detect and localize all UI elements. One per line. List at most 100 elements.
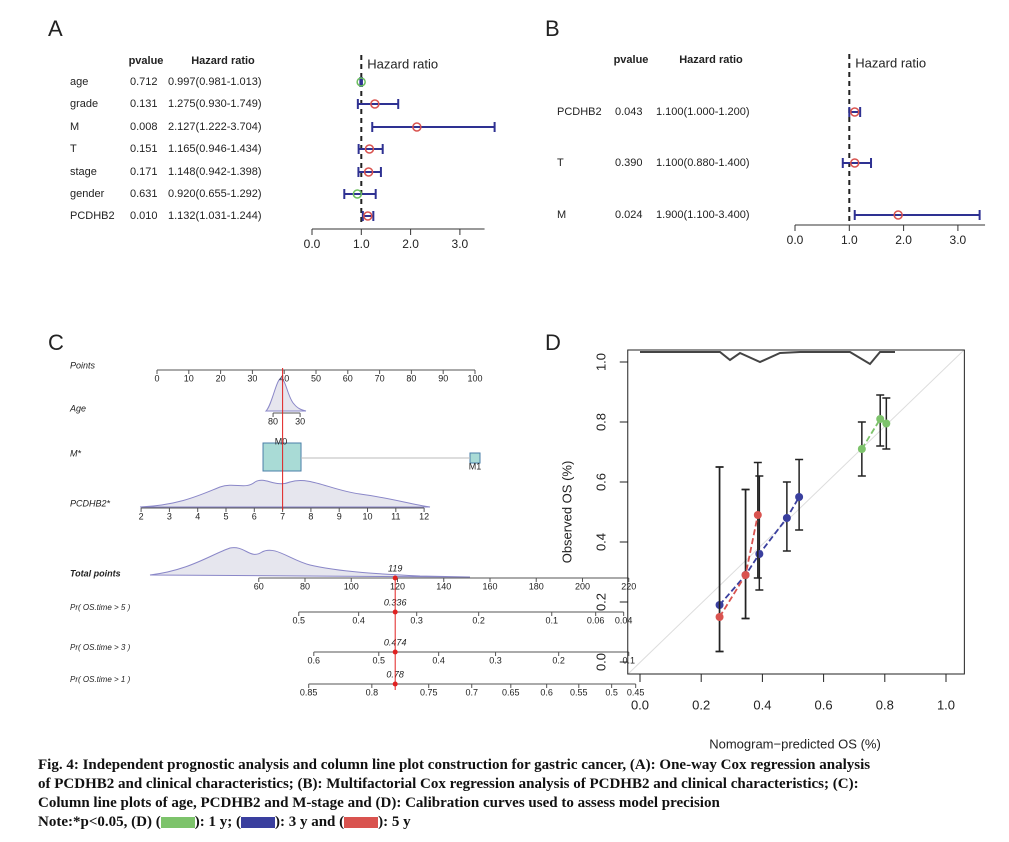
- scale-tick-label: 50: [311, 373, 321, 383]
- scale-name: M*: [70, 448, 81, 458]
- scale-tick-label: 120: [390, 581, 405, 591]
- scale-tick-label: M1: [469, 461, 482, 471]
- hazard-text: 0.997(0.981-1.013): [168, 76, 262, 88]
- hazard-text: 1.100(0.880-1.400): [656, 157, 750, 169]
- note-text: Note:*p<0.05, (D) (: [38, 814, 161, 830]
- note-text: ; (: [227, 814, 241, 830]
- scale-tick-label: 160: [482, 581, 497, 591]
- pvalue: 0.131: [130, 98, 158, 110]
- scale-tick-label: 80: [268, 416, 278, 426]
- scale-tick-label: 0.2: [472, 615, 485, 625]
- density-curve: [264, 377, 307, 412]
- panel-label: B: [545, 16, 560, 41]
- x-tick-label: 1.0: [841, 233, 858, 247]
- scale-tick-label: 2: [139, 511, 144, 521]
- y-tick-label: 1.0: [593, 353, 608, 371]
- pvalue: 0.390: [615, 157, 643, 169]
- hazard-text: 1.900(1.100-3.400): [656, 209, 750, 221]
- hazard-point: [352, 189, 363, 199]
- note-text: 3 y: [288, 814, 308, 830]
- point: [882, 419, 891, 428]
- scale-tick-label: 40: [279, 373, 289, 383]
- scale-tick-label: 0.6: [308, 655, 321, 665]
- x-tick-label: 0.4: [753, 697, 771, 712]
- pvalue: 0.024: [615, 209, 643, 221]
- axis-title: Hazard ratio: [855, 55, 926, 70]
- scale-tick-label: 0.3: [489, 655, 502, 665]
- scale-tick-label: 7: [280, 511, 285, 521]
- marker-label: 119: [388, 563, 402, 573]
- caption-line: of PCDHB2 and clinical characteristics; …: [38, 776, 859, 792]
- scale-tick-label: 9: [337, 511, 342, 521]
- scale-tick-label: 0.04: [615, 615, 633, 625]
- note-text: ):: [378, 814, 392, 830]
- pvalue: 0.043: [615, 106, 643, 118]
- pvalue: 0.712: [130, 76, 158, 88]
- x-tick-label: 0.0: [631, 697, 649, 712]
- hazard-text: 2.127(1.222-3.704): [168, 121, 262, 133]
- swatch: [160, 817, 195, 829]
- hazard-text: 1.165(0.946-1.434): [168, 143, 262, 155]
- scale-tick-label: 0.45: [627, 687, 645, 697]
- hazard-text: 1.132(1.031-1.244): [168, 210, 262, 222]
- x-tick-label: 3.0: [452, 237, 469, 251]
- point: [857, 445, 866, 453]
- scale-tick-label: 6: [252, 511, 257, 521]
- note-text: ):: [194, 814, 209, 830]
- x-tick-label: 3.0: [950, 233, 967, 247]
- scale-tick-label: 90: [438, 373, 448, 383]
- point: [782, 514, 791, 522]
- point: [753, 511, 762, 519]
- note-text: 1 y: [208, 814, 228, 830]
- row-name: M: [70, 121, 79, 133]
- x-tick-label: 1.0: [937, 697, 955, 712]
- scale-name: PCDHB2*: [70, 498, 111, 508]
- row-name: PCDHB2: [70, 210, 115, 222]
- scale-tick-label: 0: [154, 373, 159, 383]
- hazard-point: [363, 211, 373, 221]
- density-curve: [139, 479, 431, 508]
- scale-tick-label: 4: [195, 511, 200, 521]
- panel-label: A: [48, 16, 63, 41]
- y-tick-label: 0.8: [593, 413, 608, 431]
- scale-tick-label: 8: [308, 511, 313, 521]
- scale-name: Pr( OS.time > 3 ): [70, 643, 131, 652]
- pvalue: 0.631: [130, 188, 158, 200]
- plot-frame: [627, 349, 965, 675]
- y-tick-label: 0.6: [593, 473, 608, 491]
- scale-tick-label: 12: [419, 511, 429, 521]
- hazard-point: [364, 144, 375, 154]
- scale-tick-label: 5: [223, 511, 228, 521]
- panel-label: D: [545, 330, 561, 355]
- hazard-text: 0.920(0.655-1.292): [168, 188, 262, 200]
- column-header: pvalue: [614, 54, 649, 66]
- scale-tick-label: 20: [216, 373, 226, 383]
- rug: [640, 351, 895, 366]
- hazard-point: [893, 210, 903, 220]
- axis-title: Hazard ratio: [367, 56, 438, 71]
- y-axis-title: Observed OS (%): [559, 461, 574, 564]
- point: [876, 415, 885, 423]
- x-tick-label: 0.0: [304, 237, 321, 251]
- scale-tick-label: 0.7: [465, 687, 478, 697]
- note-text: 5 y: [391, 814, 411, 830]
- x-tick-label: 0.6: [815, 697, 833, 712]
- row-name: T: [70, 143, 77, 155]
- scale-tick-label: 0.1: [545, 615, 558, 625]
- scale-tick-label: 60: [254, 581, 264, 591]
- row-name: M: [557, 209, 566, 221]
- scale-tick-label: 0.6: [540, 687, 553, 697]
- scale-tick-label: 100: [467, 373, 482, 383]
- scale-tick-label: 0.5: [373, 655, 386, 665]
- row-name: stage: [70, 166, 97, 178]
- scale-tick-label: 140: [436, 581, 451, 591]
- point: [715, 613, 724, 621]
- scale-tick-label: 70: [375, 373, 385, 383]
- column-header: pvalue: [129, 55, 164, 67]
- scale-tick-label: 0.4: [352, 615, 365, 625]
- hazard-point: [363, 167, 374, 177]
- scale-tick-label: 0.65: [502, 687, 520, 697]
- column-header: Hazard ratio: [191, 55, 255, 67]
